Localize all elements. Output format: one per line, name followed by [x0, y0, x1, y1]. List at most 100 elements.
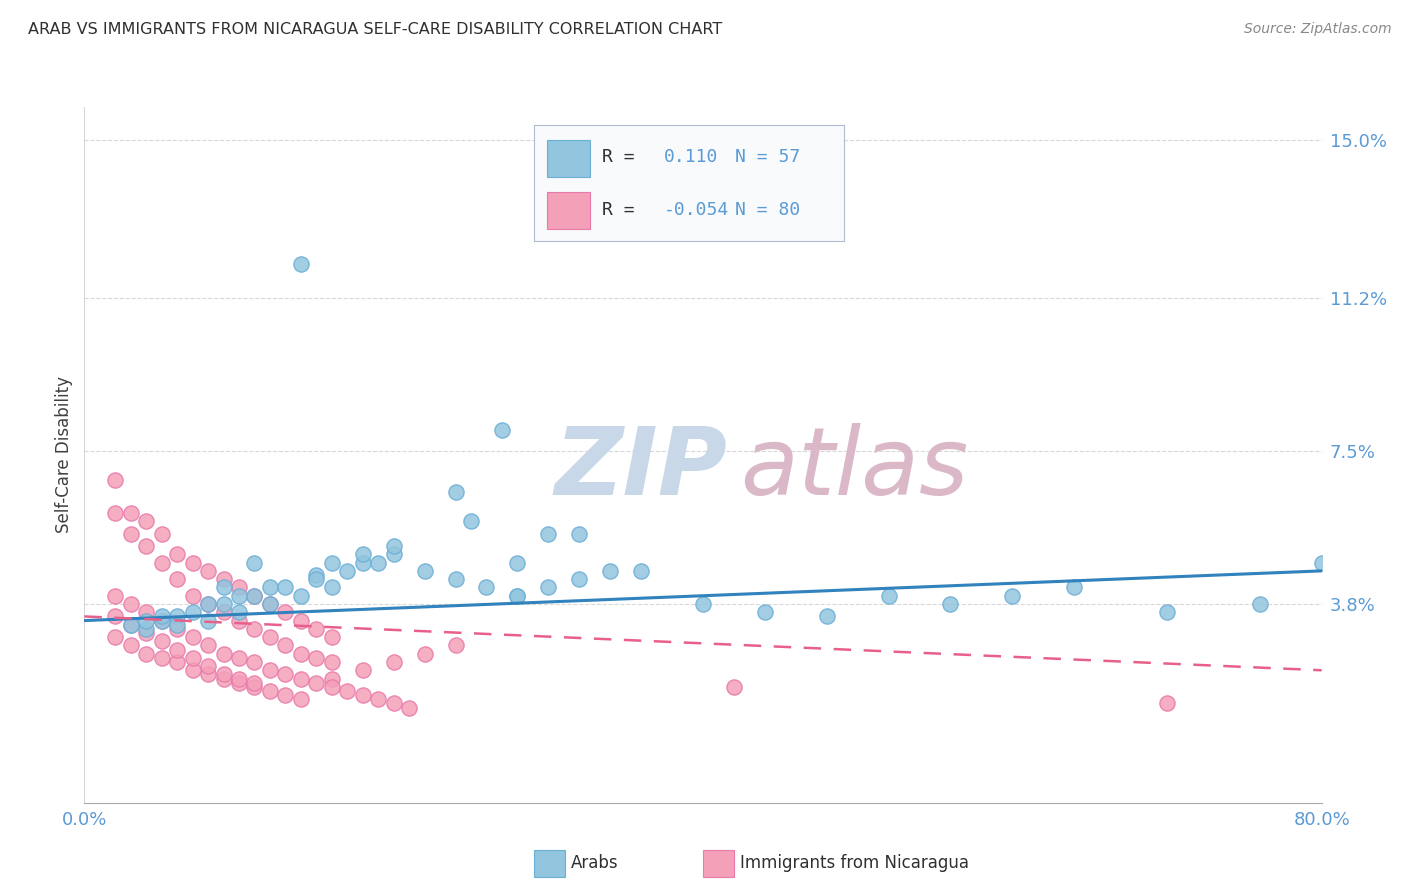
Point	[212, 597, 235, 611]
Text: Arabs: Arabs	[571, 855, 619, 872]
Point	[166, 622, 188, 636]
Point	[321, 581, 343, 595]
Point	[352, 688, 374, 702]
Point	[537, 581, 560, 595]
Point	[104, 589, 127, 603]
Point	[475, 581, 498, 595]
Point	[1156, 605, 1178, 619]
Point	[166, 609, 188, 624]
Point	[382, 547, 405, 561]
Point	[336, 684, 359, 698]
Point	[1156, 697, 1178, 711]
Point	[243, 622, 266, 636]
Point	[568, 572, 591, 586]
Point	[166, 617, 188, 632]
Point	[197, 614, 219, 628]
Point	[197, 667, 219, 681]
Text: N = 57: N = 57	[735, 148, 800, 166]
Point	[290, 647, 312, 661]
Point	[120, 617, 142, 632]
Point	[630, 564, 652, 578]
Point	[228, 672, 250, 686]
Point	[537, 526, 560, 541]
Point	[228, 675, 250, 690]
Point	[305, 675, 328, 690]
Point	[181, 630, 204, 644]
Text: Immigrants from Nicaragua: Immigrants from Nicaragua	[740, 855, 969, 872]
Point	[723, 680, 745, 694]
Point	[1063, 581, 1085, 595]
Point	[259, 597, 281, 611]
Point	[197, 564, 219, 578]
Point	[212, 667, 235, 681]
Point	[336, 564, 359, 578]
Point	[197, 639, 219, 653]
Point	[1249, 597, 1271, 611]
Point	[305, 572, 328, 586]
Point	[150, 634, 173, 648]
Point	[212, 647, 235, 661]
Point	[259, 684, 281, 698]
Text: ARAB VS IMMIGRANTS FROM NICARAGUA SELF-CARE DISABILITY CORRELATION CHART: ARAB VS IMMIGRANTS FROM NICARAGUA SELF-C…	[28, 22, 723, 37]
Point	[491, 423, 513, 437]
Point	[243, 589, 266, 603]
Point	[228, 605, 250, 619]
Point	[104, 473, 127, 487]
Point	[212, 605, 235, 619]
Point	[460, 514, 482, 528]
Text: -0.054: -0.054	[664, 201, 730, 219]
Text: atlas: atlas	[740, 424, 969, 515]
Point	[274, 581, 297, 595]
Point	[259, 597, 281, 611]
Point	[305, 568, 328, 582]
Y-axis label: Self-Care Disability: Self-Care Disability	[55, 376, 73, 533]
Point	[228, 581, 250, 595]
Point	[305, 622, 328, 636]
Point	[259, 663, 281, 677]
Point	[290, 672, 312, 686]
Point	[259, 581, 281, 595]
Point	[228, 651, 250, 665]
Point	[321, 630, 343, 644]
Point	[166, 655, 188, 669]
Point	[243, 680, 266, 694]
Point	[243, 675, 266, 690]
Point	[181, 556, 204, 570]
Point	[599, 564, 621, 578]
Point	[506, 589, 529, 603]
Point	[135, 514, 157, 528]
Text: R =: R =	[602, 148, 645, 166]
Point	[506, 556, 529, 570]
Point	[274, 605, 297, 619]
Point	[166, 547, 188, 561]
Point	[135, 626, 157, 640]
Point	[197, 659, 219, 673]
Point	[444, 639, 467, 653]
Point	[321, 655, 343, 669]
Point	[120, 617, 142, 632]
Point	[166, 572, 188, 586]
Point	[181, 663, 204, 677]
Point	[181, 589, 204, 603]
Point	[352, 547, 374, 561]
Point	[228, 614, 250, 628]
Point	[321, 672, 343, 686]
Point	[120, 597, 142, 611]
Text: Source: ZipAtlas.com: Source: ZipAtlas.com	[1244, 22, 1392, 37]
Point	[290, 257, 312, 271]
Point	[274, 639, 297, 653]
Point	[181, 651, 204, 665]
Point	[352, 556, 374, 570]
Point	[135, 614, 157, 628]
Point	[568, 526, 591, 541]
Point	[413, 647, 436, 661]
Point	[120, 639, 142, 653]
Point	[367, 556, 389, 570]
Point	[243, 589, 266, 603]
Point	[444, 485, 467, 500]
FancyBboxPatch shape	[547, 140, 591, 177]
Point	[382, 655, 405, 669]
Point	[243, 655, 266, 669]
Point	[398, 700, 420, 714]
Point	[352, 663, 374, 677]
